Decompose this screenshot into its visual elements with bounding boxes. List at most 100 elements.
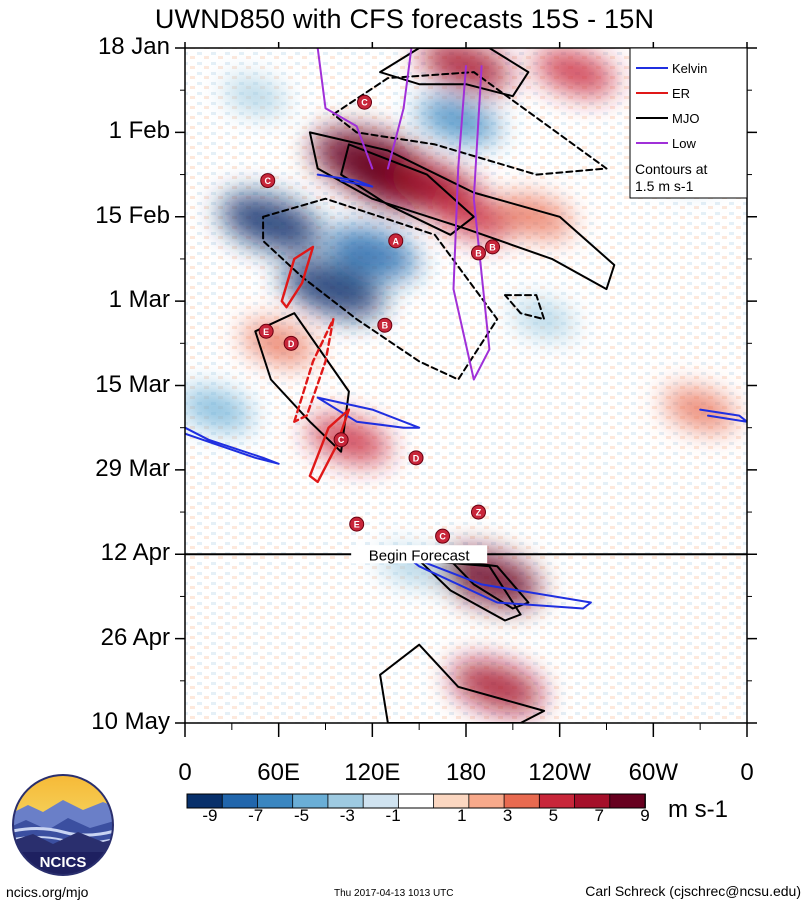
kelvin-contour-2	[402, 553, 592, 610]
forecast-line: Begin Forecast	[185, 545, 747, 564]
forecast-label: Begin Forecast	[369, 547, 471, 564]
storm-marker-label: C	[338, 435, 345, 445]
colorbar-tick-label: 1	[457, 806, 467, 825]
anomaly-blob-4	[500, 196, 572, 237]
anomaly-blob-14	[451, 660, 543, 713]
anomaly-blob-16	[185, 389, 252, 430]
storm-marker-12: C	[435, 528, 451, 544]
storm-marker-6: D	[283, 335, 299, 351]
storm-marker-circle	[349, 516, 365, 532]
storm-marker-label: C	[361, 98, 368, 108]
x-tick-label: 120E	[344, 759, 401, 786]
storm-marker-5: E	[258, 323, 274, 339]
x-tick-label: 60W	[628, 759, 678, 786]
footer-timestamp: Thu 2017-04-13 1013 UTC	[334, 888, 454, 899]
storm-marker-label: A	[393, 236, 400, 246]
mjo-contour-3	[254, 312, 350, 453]
storm-marker-circle	[408, 450, 424, 466]
storm-marker-circle	[333, 432, 349, 448]
storm-marker-label: Z	[476, 508, 482, 518]
ncics-logo: NCICS	[12, 774, 114, 876]
legend-note-line1: Contours at	[635, 161, 707, 177]
storm-marker-circle	[357, 94, 373, 110]
storm-marker-1: C	[260, 173, 276, 189]
colorbar-frame	[186, 793, 646, 809]
mjo-contour-1	[340, 143, 475, 236]
y-tick-label: 15 Mar	[95, 370, 170, 398]
y-tick-label: 1 Mar	[108, 286, 170, 314]
y-tick-label: 10 May	[91, 708, 170, 735]
storm-marker-8: C	[333, 432, 349, 448]
er-contour-dashed-0	[293, 318, 335, 423]
storm-marker-label: C	[439, 532, 446, 542]
legend-label-low: Low	[672, 136, 696, 151]
storm-marker-circle	[258, 323, 274, 339]
mjo-contour-0	[308, 131, 616, 291]
legend-label-mjo: MJO	[672, 111, 699, 126]
colorbar-tick-label: -1	[385, 806, 401, 825]
storm-marker-circle	[260, 173, 276, 189]
kelvin-contour-4	[316, 173, 374, 188]
kelvin-contour-3	[699, 408, 747, 423]
storm-marker-circle	[470, 245, 486, 261]
er-contour-0	[280, 245, 315, 309]
legend-label-kelvin: Kelvin	[672, 61, 707, 76]
anomaly-blob-5	[220, 194, 321, 252]
colorbar-tick-label: 5	[548, 806, 559, 825]
legend: Kelvin ER MJO Low Contours at1.5 m s-1	[629, 47, 748, 199]
axis-ticks	[175, 42, 757, 737]
storm-marker-circle	[377, 317, 393, 333]
wave-contours	[185, 48, 747, 723]
storm-marker-circle	[388, 233, 404, 249]
storm-marker-11: E	[349, 516, 365, 532]
anomaly-blob-6	[283, 260, 384, 318]
y-tick-label: 29 Mar	[95, 454, 170, 482]
kelvin-contour-1	[316, 396, 421, 429]
storm-marker-label: E	[263, 327, 269, 337]
colorbar-tick-label: 7	[594, 806, 604, 825]
low-contour-0	[316, 48, 374, 170]
mjo-contour-6	[379, 643, 546, 723]
y-tick-label: 1 Feb	[108, 117, 170, 145]
storm-marker-circle	[283, 335, 299, 351]
mjo-contour-dashed-1	[332, 71, 608, 176]
x-tick-label: 60E	[257, 759, 300, 786]
colorbar-tick-label: 3	[502, 806, 513, 825]
low-contour-1	[386, 48, 413, 170]
storm-marker-label: B	[489, 242, 496, 252]
colorbar-units: m s-1	[668, 796, 728, 823]
legend-note-line2: 1.5 m s-1	[635, 178, 694, 194]
storm-marker-9: D	[408, 450, 424, 466]
storm-marker-label: D	[413, 453, 420, 463]
anomaly-blob-17	[224, 78, 287, 114]
logo-text: NCICS	[40, 854, 87, 871]
footer-author: Carl Schreck (cjschrec@ncsu.edu)	[585, 883, 801, 899]
kelvin-contour-0	[185, 426, 280, 465]
y-tick-label: 15 Feb	[95, 201, 170, 229]
storm-marker-label: B	[382, 321, 389, 331]
storm-marker-2: A	[388, 233, 404, 249]
storm-marker-0: C	[357, 94, 373, 110]
storm-marker-4: B	[485, 239, 501, 255]
storm-marker-circle	[485, 239, 501, 255]
mjo-contour-5	[418, 559, 522, 622]
storm-marker-label: E	[354, 520, 360, 530]
storm-marker-7: B	[377, 317, 393, 333]
mjo-contour-dashed-0	[262, 197, 499, 381]
x-tick-label: 0	[178, 759, 192, 786]
colorbar-tick-label: -7	[248, 806, 264, 825]
footer-url: ncics.org/mjo	[6, 884, 89, 900]
anomaly-blob-10	[534, 49, 616, 96]
storm-marker-circle	[470, 504, 486, 520]
colorbar-tick-label: 9	[640, 806, 650, 825]
storm-marker-label: D	[288, 339, 295, 349]
colorbar-tick-label: -5	[293, 806, 310, 825]
storm-marker-label: C	[264, 176, 271, 186]
y-tick-label: 26 Apr	[100, 623, 170, 651]
x-tick-label: 0	[740, 759, 754, 786]
storm-marker-circle	[435, 528, 451, 544]
forecast-label-bg	[351, 545, 488, 564]
low-contour-2	[452, 65, 491, 381]
